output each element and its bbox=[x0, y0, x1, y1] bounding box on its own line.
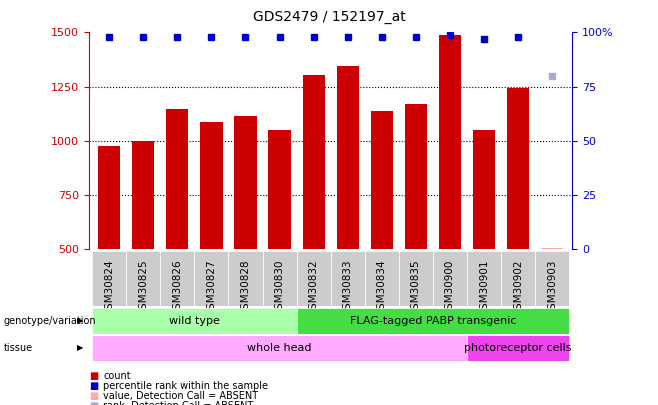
Text: GSM30830: GSM30830 bbox=[274, 259, 284, 316]
Bar bbox=[92, 251, 126, 306]
Text: photoreceptor cells: photoreceptor cells bbox=[464, 343, 572, 353]
Text: GSM30902: GSM30902 bbox=[513, 259, 523, 316]
Text: GSM30832: GSM30832 bbox=[309, 259, 318, 316]
Bar bbox=[161, 251, 194, 306]
Bar bbox=[370, 111, 393, 249]
Bar bbox=[194, 251, 228, 306]
Text: GSM30827: GSM30827 bbox=[207, 259, 216, 316]
Text: ■: ■ bbox=[89, 401, 98, 405]
Text: GSM30834: GSM30834 bbox=[377, 259, 387, 316]
Text: GSM30825: GSM30825 bbox=[138, 259, 148, 316]
Text: GSM30828: GSM30828 bbox=[240, 259, 251, 316]
Bar bbox=[405, 104, 427, 249]
Text: GSM30826: GSM30826 bbox=[172, 259, 182, 316]
Text: percentile rank within the sample: percentile rank within the sample bbox=[103, 381, 268, 391]
Bar bbox=[439, 34, 461, 249]
Bar bbox=[98, 146, 120, 249]
Text: rank, Detection Call = ABSENT: rank, Detection Call = ABSENT bbox=[103, 401, 253, 405]
Bar bbox=[501, 251, 535, 306]
Text: whole head: whole head bbox=[247, 343, 312, 353]
Text: FLAG-tagged PABP transgenic: FLAG-tagged PABP transgenic bbox=[349, 316, 516, 326]
Bar bbox=[201, 122, 222, 249]
Bar bbox=[467, 251, 501, 306]
Bar bbox=[228, 251, 263, 306]
Text: ■: ■ bbox=[89, 371, 98, 381]
Bar bbox=[433, 251, 467, 306]
Text: wild type: wild type bbox=[169, 316, 220, 326]
Bar bbox=[263, 251, 297, 306]
Bar bbox=[92, 308, 297, 334]
Bar bbox=[541, 247, 563, 249]
Bar bbox=[473, 130, 495, 249]
Bar bbox=[166, 109, 188, 249]
Text: GSM30900: GSM30900 bbox=[445, 259, 455, 315]
Text: ▶: ▶ bbox=[77, 316, 84, 325]
Text: GSM30833: GSM30833 bbox=[343, 259, 353, 316]
Bar bbox=[303, 75, 324, 249]
Bar bbox=[507, 87, 529, 249]
Bar bbox=[92, 335, 467, 361]
Bar bbox=[126, 251, 161, 306]
Text: genotype/variation: genotype/variation bbox=[3, 316, 96, 326]
Bar bbox=[234, 116, 257, 249]
Text: GSM30901: GSM30901 bbox=[479, 259, 489, 316]
Bar bbox=[337, 66, 359, 249]
Text: GSM30824: GSM30824 bbox=[104, 259, 114, 316]
Bar bbox=[268, 130, 291, 249]
Bar bbox=[132, 141, 155, 249]
Bar bbox=[535, 251, 569, 306]
Bar bbox=[467, 335, 569, 361]
Text: GDS2479 / 152197_at: GDS2479 / 152197_at bbox=[253, 10, 405, 24]
Bar bbox=[399, 251, 433, 306]
Text: tissue: tissue bbox=[3, 343, 32, 353]
Text: GSM30835: GSM30835 bbox=[411, 259, 421, 316]
Bar bbox=[365, 251, 399, 306]
Text: ▶: ▶ bbox=[77, 343, 84, 352]
Bar bbox=[297, 251, 330, 306]
Bar bbox=[297, 308, 569, 334]
Text: ■: ■ bbox=[89, 391, 98, 401]
Bar bbox=[330, 251, 365, 306]
Text: value, Detection Call = ABSENT: value, Detection Call = ABSENT bbox=[103, 391, 259, 401]
Text: ■: ■ bbox=[89, 381, 98, 391]
Text: count: count bbox=[103, 371, 131, 381]
Text: GSM30903: GSM30903 bbox=[547, 259, 557, 316]
